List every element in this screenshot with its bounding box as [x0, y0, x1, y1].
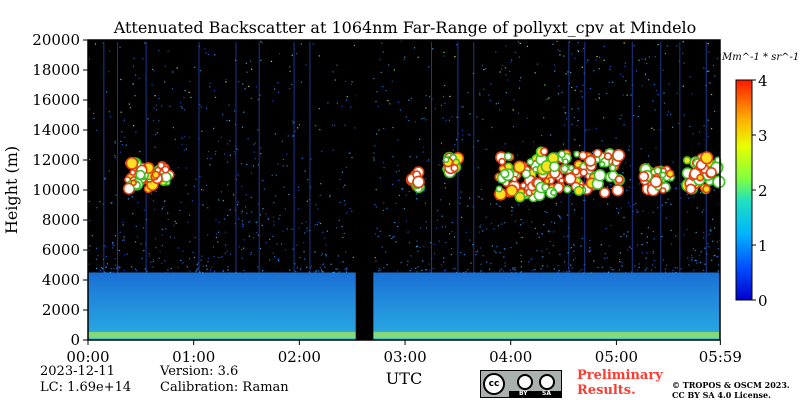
- cloud-layer: [681, 151, 726, 195]
- sa-icon: [539, 374, 555, 390]
- colorbar-tick-label: 0: [758, 292, 768, 310]
- footer-calibration: Calibration: Raman: [160, 380, 289, 395]
- colorbar-tick-label: 4: [758, 72, 768, 90]
- boundary-layer: [88, 272, 720, 340]
- x-tick-label: 01:00: [172, 348, 215, 366]
- y-axis-label: Height (m): [2, 146, 21, 234]
- y-tick-label: 2000: [42, 301, 80, 319]
- colorbar-tick-label: 3: [758, 127, 768, 145]
- cc-license-badge: cc BY SA: [480, 370, 562, 398]
- y-tick-label: 18000: [32, 61, 80, 79]
- noise-speckle: [88, 40, 722, 274]
- cloud-layers: [122, 146, 726, 203]
- x-tick-label: 04:00: [489, 348, 532, 366]
- footer-version: Version: 3.6: [160, 364, 239, 379]
- y-tick-label: 6000: [42, 241, 80, 259]
- y-axis: 0 2000 4000 6000 8000 10000 12000 14000 16000 180…: [32, 31, 88, 349]
- colorbar-tick-label: 1: [758, 237, 768, 255]
- y-tick-label: 12000: [32, 151, 80, 169]
- chart-title: Attenuated Backscatter at 1064nm Far-Ran…: [113, 18, 697, 37]
- copyright-notice: © TROPOS & OSCM 2023. CC BY SA 4.0 Licen…: [672, 380, 790, 400]
- cloud-layer: [638, 163, 675, 197]
- footer-date: 2023-12-11: [40, 364, 115, 379]
- cloud-layer: [535, 146, 626, 199]
- y-tick-label: 0: [70, 331, 80, 349]
- x-axis-label: UTC: [386, 369, 422, 388]
- cloud-layer: [494, 151, 546, 203]
- x-axis: 00:00 01:00 02:00 03:00 04:00 05:00 05:59: [66, 340, 742, 366]
- x-tick-label: 05:00: [595, 348, 638, 366]
- footer-lc: LC: 1.69e+14: [40, 380, 132, 395]
- plot-area: [87, 39, 726, 341]
- preliminary-results-label: Preliminary Results.: [577, 368, 663, 398]
- colorbar-tick-label: 2: [758, 182, 768, 200]
- x-tick-label: 03:00: [383, 348, 426, 366]
- cloud-layer: [122, 156, 175, 195]
- preliminary-line-2: Results.: [577, 383, 636, 398]
- data-gap: [355, 40, 374, 340]
- near-surface-layer: [88, 332, 720, 338]
- preliminary-line-1: Preliminary: [577, 368, 663, 383]
- colorbar: Mm^-1 * sr^-1 0 1 2 3 4: [721, 52, 799, 310]
- cloud-layer: [405, 166, 425, 194]
- y-tick-label: 4000: [42, 271, 80, 289]
- cc-icon: cc: [483, 373, 505, 395]
- x-tick-label: 00:00: [66, 348, 109, 366]
- colorbar-units-label: Mm^-1 * sr^-1: [721, 52, 799, 63]
- colorbar-gradient: [735, 79, 753, 301]
- copyright-line-1: © TROPOS & OSCM 2023.: [672, 380, 790, 390]
- x-tick-label: 05:59: [699, 348, 742, 366]
- y-tick-label: 16000: [32, 91, 80, 109]
- copyright-line-2: CC BY SA 4.0 License.: [672, 390, 771, 400]
- by-icon: [517, 374, 533, 390]
- badge-by-text: BY: [519, 390, 528, 397]
- y-tick-label: 10000: [32, 181, 80, 199]
- y-tick-label: 8000: [42, 211, 80, 229]
- cloud-layer: [442, 151, 465, 179]
- badge-sa-text: SA: [542, 390, 551, 397]
- y-tick-label: 14000: [32, 121, 80, 139]
- y-tick-label: 20000: [32, 31, 80, 49]
- x-tick-label: 02:00: [278, 348, 321, 366]
